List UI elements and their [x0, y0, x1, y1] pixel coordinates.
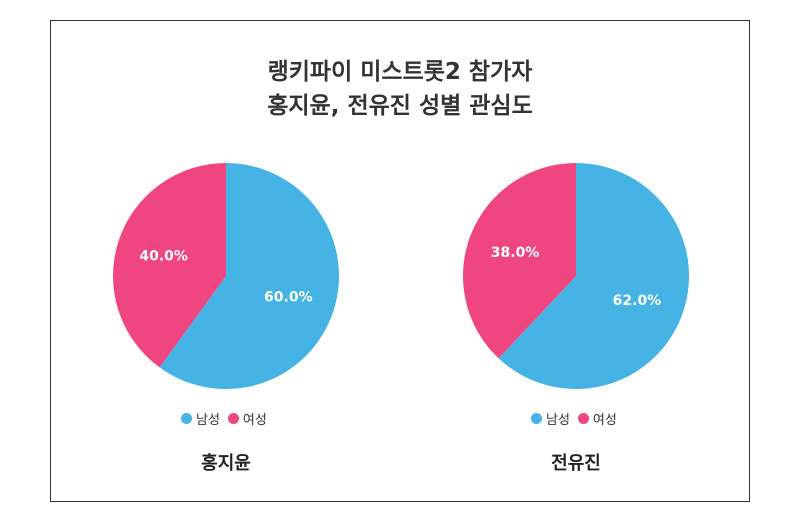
legend-swatch-female	[227, 413, 239, 424]
pie-label-female: 40.0%	[139, 249, 188, 265]
legend-swatch-female	[577, 413, 589, 424]
legend-label-female: 여성	[592, 413, 617, 428]
legend-label-male: 남성	[196, 413, 220, 428]
chart-title: 랭키파이 미스트롯2 참가자 홍지윤, 전유진 성별 관심도	[51, 55, 749, 123]
pie-svg-jeon: 62.0% 38.0%	[463, 163, 689, 389]
pie-slice-male	[159, 163, 339, 389]
pie-chart-hong: 60.0% 40.0%	[111, 161, 341, 391]
pie-slice-male	[498, 163, 689, 389]
pie-slice-female	[463, 163, 576, 359]
legend-item-female: 여성	[227, 409, 267, 428]
legend-label-female: 여성	[242, 413, 267, 428]
pie-chart-jeon: 62.0% 38.0%	[461, 161, 691, 391]
chart-name-jeon: 전유진	[551, 453, 601, 474]
pie-label-female: 38.0%	[491, 245, 540, 261]
legend-swatch-male	[181, 413, 192, 424]
pie-label-male: 60.0%	[264, 289, 313, 305]
title-line-1: 랭키파이 미스트롯2 참가자	[267, 59, 533, 85]
legend-swatch-male	[531, 413, 542, 424]
legend-item-female: 여성	[577, 409, 617, 428]
legend-item-male: 남성	[531, 409, 570, 428]
legend-jeon: 남성 여성	[531, 409, 625, 428]
legend-hong: 남성 여성	[181, 409, 275, 428]
pie-svg-hong: 60.0% 40.0%	[113, 163, 339, 389]
chart-frame: 랭키파이 미스트롯2 참가자 홍지윤, 전유진 성별 관심도 60.0% 40.0…	[50, 20, 750, 502]
pie-label-male: 62.0%	[613, 293, 662, 309]
pie-slice-female	[113, 163, 226, 368]
legend-label-male: 남성	[546, 413, 570, 428]
legend-item-male: 남성	[181, 409, 220, 428]
chart-name-hong: 홍지윤	[201, 453, 251, 474]
title-line-2: 홍지윤, 전유진 성별 관심도	[267, 93, 533, 119]
